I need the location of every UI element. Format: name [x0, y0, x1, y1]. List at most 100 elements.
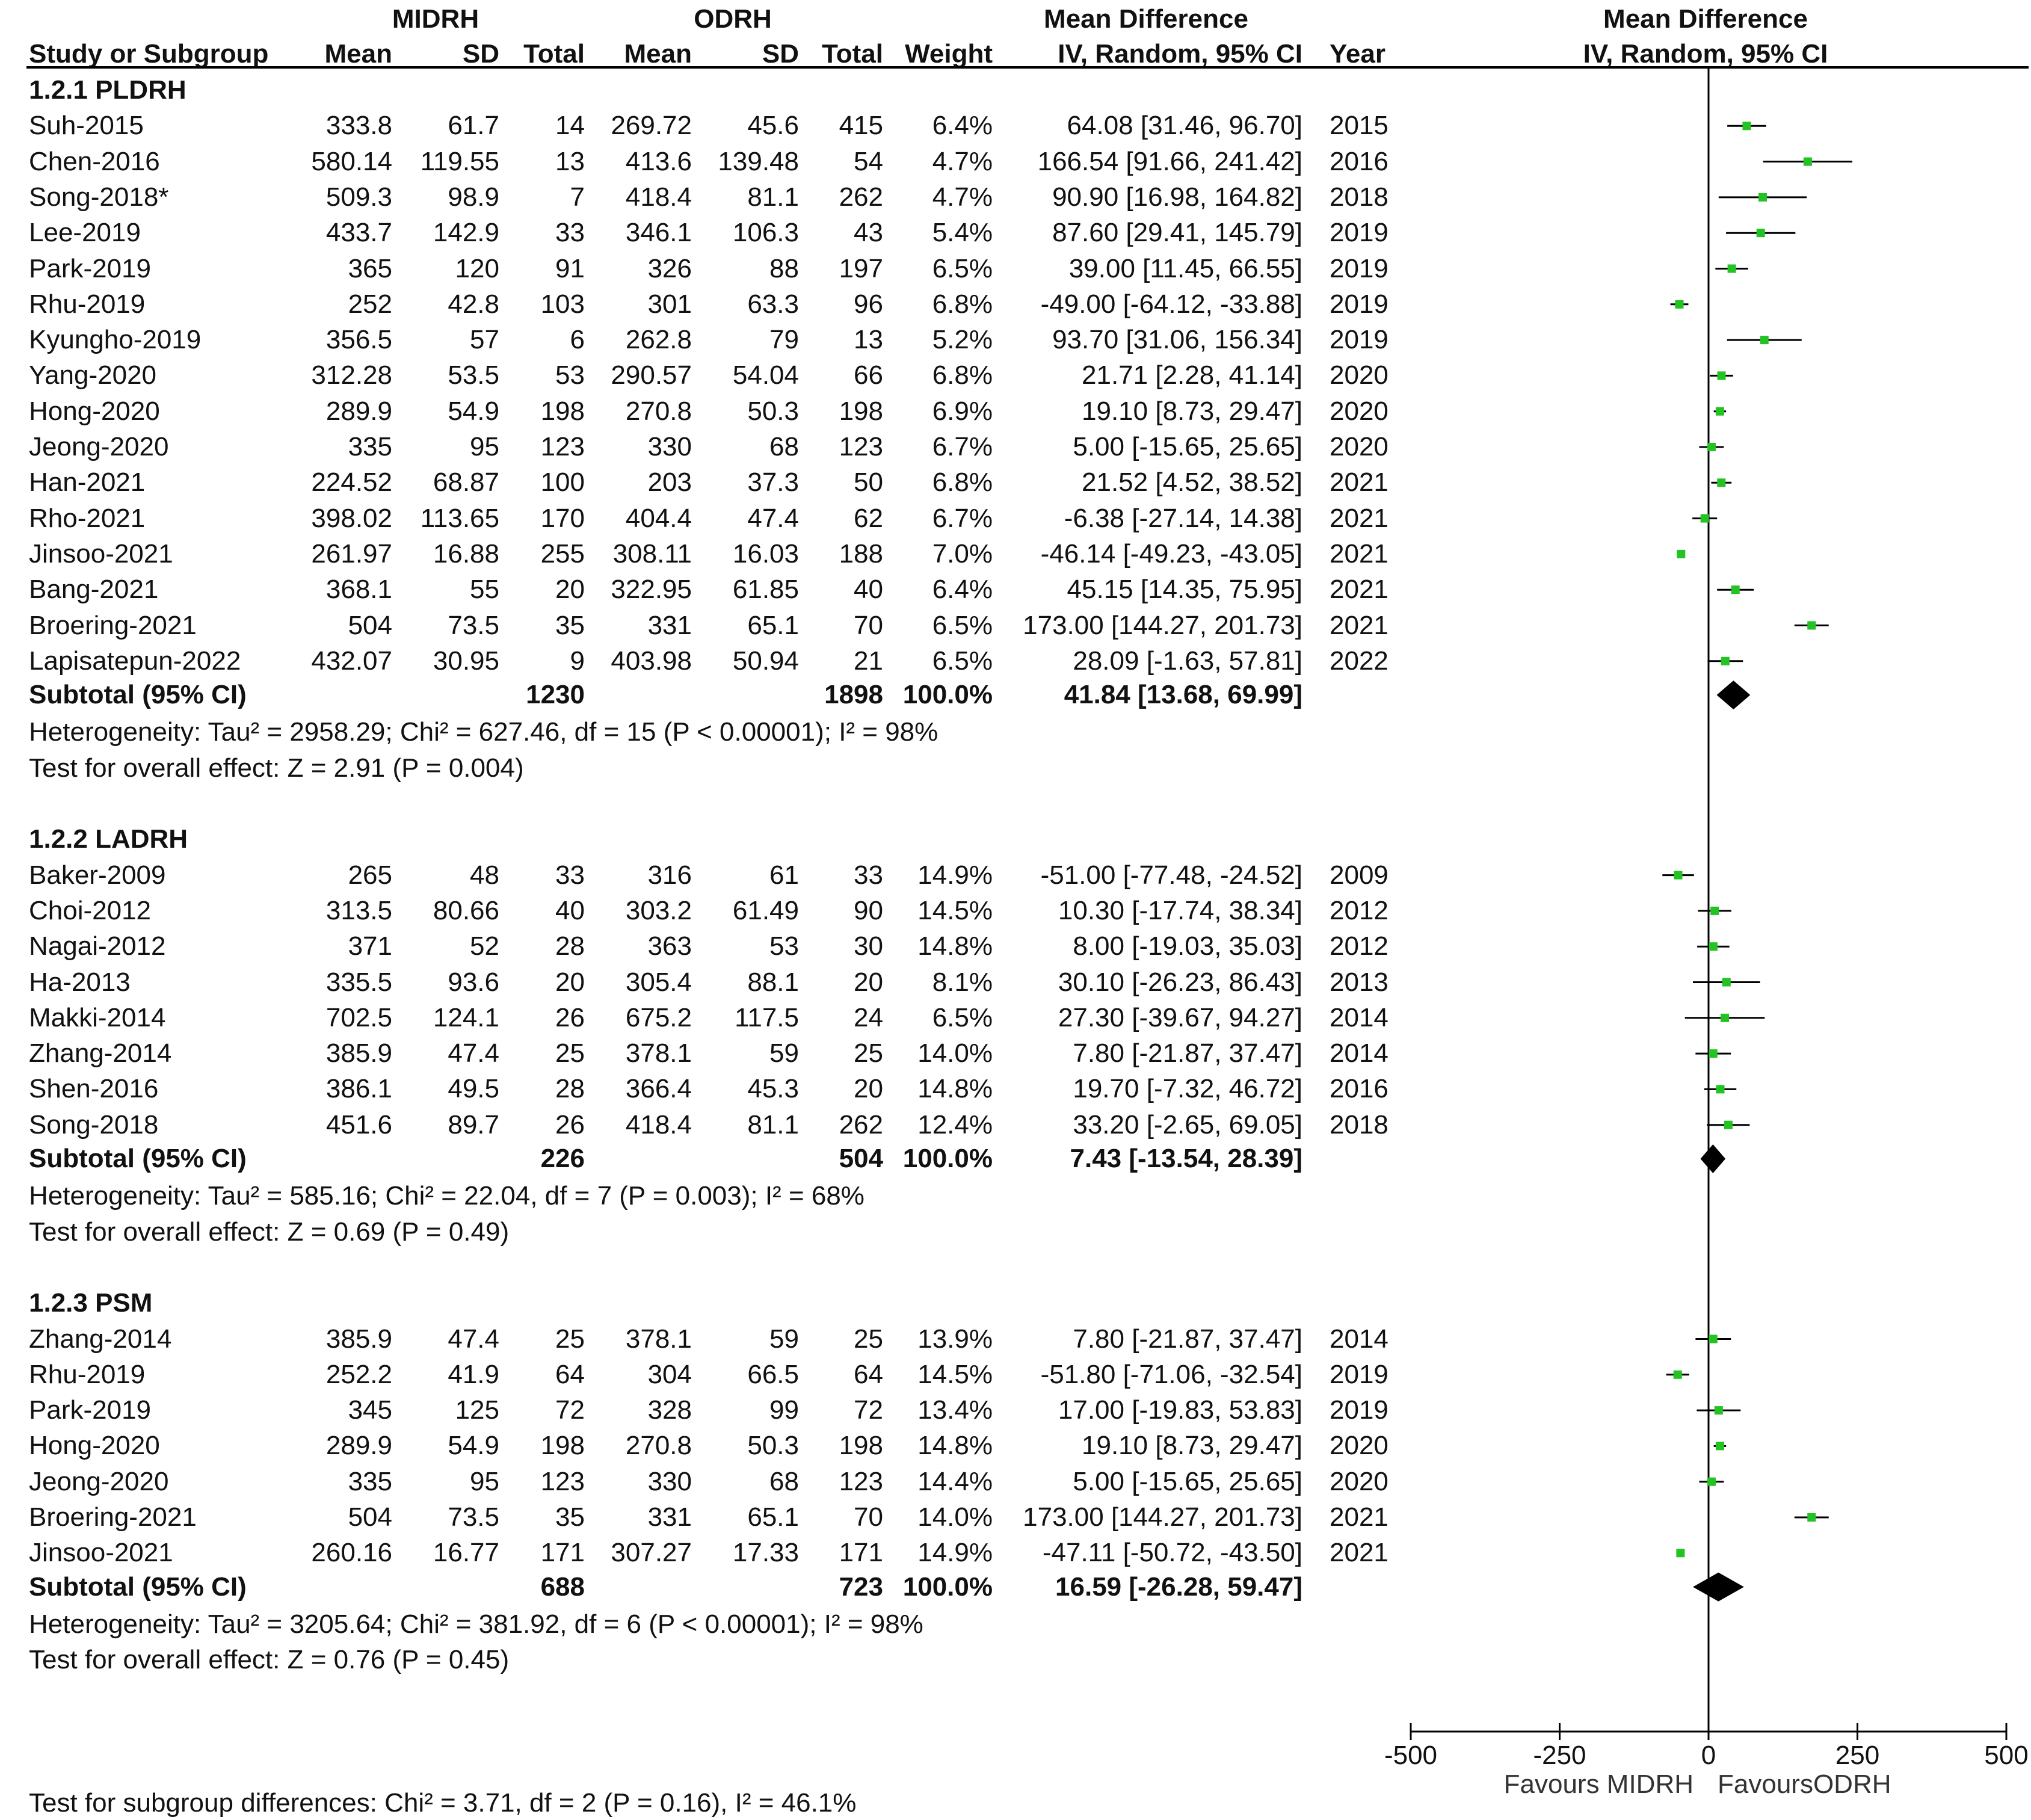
study-ci: 7.80 [-21.87, 37.47]: [1073, 1324, 1302, 1354]
study-year: 2021: [1330, 1538, 1388, 1568]
study-n2: 171: [839, 1538, 883, 1568]
study-sd1: 80.66: [433, 895, 499, 925]
study-m1: 289.9: [325, 396, 392, 426]
heterogeneity-text: Heterogeneity: Tau² = 2958.29; Chi² = 62…: [29, 717, 938, 747]
study-m1: 312.28: [311, 360, 392, 390]
study-year: 2012: [1330, 931, 1388, 961]
study-name: Broering-2021: [29, 1502, 197, 1532]
point-estimate-marker: [1709, 942, 1718, 951]
study-n1: 33: [555, 218, 585, 248]
study-ci: 64.08 [31.46, 96.70]: [1067, 111, 1302, 141]
study-m1: 371: [348, 931, 392, 961]
study-w: 6.9%: [932, 396, 993, 426]
study-sd2: 61: [769, 860, 799, 890]
study-n2: 64: [854, 1359, 883, 1389]
point-estimate-marker: [1717, 478, 1726, 487]
subtotal-ci: 7.43 [-13.54, 28.39]: [1070, 1144, 1302, 1173]
study-n1: 20: [555, 967, 585, 997]
study-m1: 265: [348, 860, 392, 890]
study-year: 2009: [1330, 860, 1388, 890]
study-sd2: 45.6: [747, 111, 799, 141]
study-name: Jinsoo-2021: [29, 1538, 173, 1568]
study-ci: -6.38 [-27.14, 14.38]: [1064, 503, 1302, 533]
study-m2: 203: [647, 467, 692, 498]
column-header-m1: Mean: [324, 39, 392, 69]
study-ci: 21.71 [2.28, 41.14]: [1082, 360, 1302, 390]
study-m1: 385.9: [325, 1324, 392, 1354]
study-sd2: 81.1: [747, 1109, 799, 1140]
study-n2: 20: [854, 967, 883, 997]
study-n1: 64: [555, 1359, 585, 1389]
subgroup-title: 1.2.1 PLDRH: [29, 75, 186, 105]
study-sd1: 61.7: [448, 111, 499, 141]
point-estimate-marker: [1716, 1085, 1725, 1094]
study-sd1: 95: [470, 432, 499, 461]
study-w: 14.4%: [917, 1466, 993, 1496]
study-name: Choi-2012: [29, 895, 152, 925]
study-m2: 331: [647, 1502, 692, 1532]
study-sd2: 117.5: [735, 1002, 799, 1032]
study-sd1: 98.9: [448, 182, 499, 212]
study-sd2: 17.33: [732, 1538, 799, 1568]
study-m2: 326: [647, 253, 692, 283]
study-name: Zhang-2014: [29, 1324, 172, 1354]
study-w: 14.9%: [917, 860, 993, 890]
x-tick-label: 500: [1984, 1741, 2029, 1770]
heterogeneity-text: Heterogeneity: Tau² = 585.16; Chi² = 22.…: [29, 1181, 864, 1211]
study-year: 2019: [1330, 253, 1388, 283]
study-year: 2016: [1330, 1074, 1388, 1104]
point-estimate-marker: [1756, 229, 1765, 238]
study-m2: 290.57: [611, 360, 692, 390]
study-year: 2014: [1330, 1324, 1388, 1354]
study-sd2: 45.3: [747, 1074, 799, 1104]
point-estimate-marker: [1715, 1442, 1724, 1451]
study-w: 6.8%: [932, 289, 993, 319]
study-m2: 262.8: [625, 325, 692, 355]
study-m1: 433.7: [325, 218, 392, 248]
study-sd1: 89.7: [448, 1109, 499, 1140]
study-year: 2019: [1330, 325, 1388, 355]
study-sd2: 63.3: [747, 289, 799, 319]
study-name: Bang-2021: [29, 575, 159, 605]
column-header-sd1: SD: [462, 39, 499, 69]
study-ci: 166.54 [91.66, 241.42]: [1037, 146, 1302, 176]
study-year: 2021: [1330, 575, 1388, 605]
study-sd2: 88.1: [747, 967, 799, 997]
study-sd2: 99: [769, 1395, 799, 1425]
study-n2: 198: [839, 396, 883, 426]
point-estimate-marker: [1675, 300, 1684, 309]
study-name: Rhu-2019: [29, 1359, 146, 1389]
study-name: Makki-2014: [29, 1002, 166, 1032]
study-n1: 33: [555, 860, 585, 890]
study-sd1: 55: [470, 575, 499, 605]
study-ci: 45.15 [14.35, 75.95]: [1067, 575, 1302, 605]
study-n1: 198: [540, 396, 585, 426]
study-w: 6.7%: [932, 432, 993, 461]
study-ci: -51.80 [-71.06, -32.54]: [1040, 1359, 1302, 1389]
study-m2: 301: [647, 289, 692, 319]
study-n2: 262: [839, 1109, 883, 1140]
study-n2: 415: [839, 111, 883, 141]
study-year: 2016: [1330, 146, 1388, 176]
study-w: 6.5%: [932, 1002, 993, 1032]
study-sd2: 37.3: [747, 467, 799, 498]
subtotal-label: Subtotal (95% CI): [29, 1144, 247, 1173]
study-year: 2019: [1330, 289, 1388, 319]
study-ci: 21.52 [4.52, 38.52]: [1082, 467, 1302, 498]
study-ci: 19.10 [8.73, 29.47]: [1082, 1431, 1302, 1461]
subgroup-differences-text: Test for subgroup differences: Chi² = 3.…: [29, 1788, 857, 1818]
study-m2: 269.72: [611, 111, 692, 141]
study-n1: 26: [555, 1109, 585, 1140]
study-sd1: 47.4: [448, 1038, 499, 1069]
column-header-sd2: SD: [762, 39, 799, 69]
study-m1: 289.9: [325, 1431, 392, 1461]
study-ci: -47.11 [-50.72, -43.50]: [1042, 1538, 1302, 1568]
study-year: 2021: [1330, 538, 1388, 569]
study-sd1: 41.9: [448, 1359, 499, 1389]
point-estimate-marker: [1803, 157, 1812, 166]
study-year: 2021: [1330, 1502, 1388, 1532]
study-m1: 504: [348, 1502, 392, 1532]
study-ci: -46.14 [-49.23, -43.05]: [1040, 538, 1302, 569]
favours-right-label: FavoursODRH: [1718, 1769, 1891, 1799]
